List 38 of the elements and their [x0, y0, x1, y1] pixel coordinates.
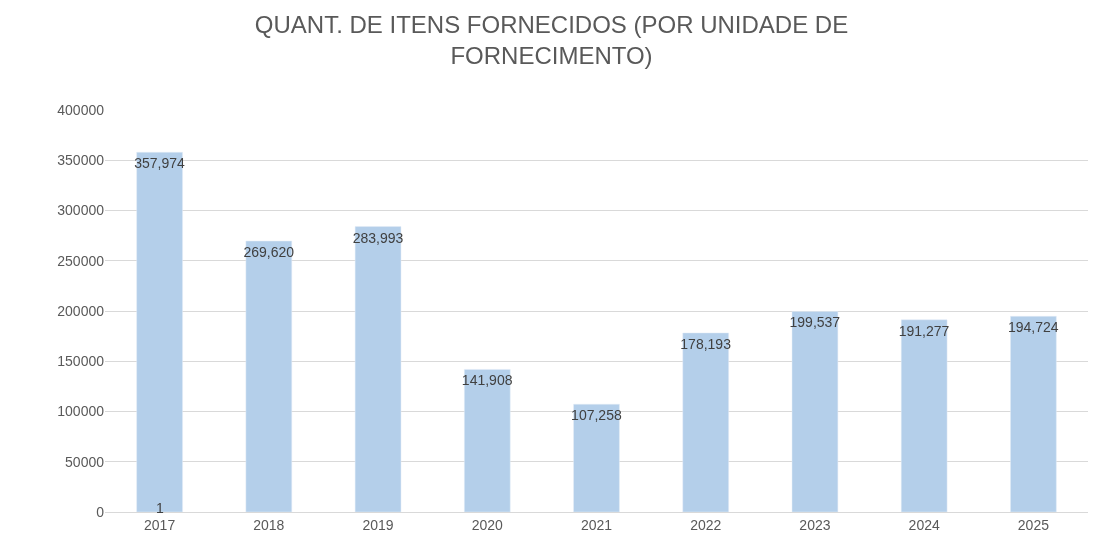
data-label: 269,620 — [243, 244, 295, 261]
annotation: 1 — [156, 500, 164, 516]
data-label: 194,724 — [1007, 319, 1059, 336]
data-label: 178,193 — [680, 335, 732, 352]
bar — [245, 240, 293, 512]
data-label: 107,258 — [571, 407, 622, 424]
x-tick-label: 2018 — [253, 516, 285, 533]
x-tick-label: 2021 — [580, 516, 613, 533]
data-label: 191,277 — [898, 322, 950, 339]
bar — [1010, 316, 1057, 512]
y-tick-label: 0 — [96, 503, 105, 520]
y-tick-label: 350000 — [57, 152, 105, 169]
x-tick-label: 2024 — [908, 516, 940, 533]
data-label: 141,908 — [461, 372, 513, 389]
bar — [573, 403, 620, 512]
x-tick-label: 2017 — [144, 516, 176, 533]
bar — [682, 332, 729, 512]
y-tick-label: 150000 — [57, 353, 105, 370]
data-label: 199,537 — [789, 314, 841, 331]
bar — [900, 319, 948, 512]
data-label: 357,974 — [134, 155, 186, 172]
x-tick-label: 2019 — [362, 516, 394, 533]
bar — [354, 226, 402, 512]
y-tick-label: 50000 — [65, 453, 105, 470]
bar — [791, 311, 839, 512]
chart-title: QUANT. DE ITENS FORNECIDOS (POR UNIDADE DE FORNECIMENTO) — [254, 11, 849, 70]
bar — [136, 151, 183, 512]
x-tick-label: 2022 — [690, 516, 722, 533]
data-label: 283,993 — [352, 229, 404, 246]
y-tick-label: 400000 — [57, 101, 105, 118]
y-tick-label: 100000 — [57, 403, 105, 420]
x-tick-label: 2023 — [799, 516, 831, 533]
y-tick-label: 200000 — [57, 302, 105, 319]
y-tick-label: 250000 — [57, 252, 105, 269]
x-tick-label: 2020 — [471, 516, 504, 533]
x-tick-label: 2025 — [1017, 516, 1050, 533]
bar — [464, 369, 511, 512]
y-tick-label: 300000 — [57, 202, 105, 219]
